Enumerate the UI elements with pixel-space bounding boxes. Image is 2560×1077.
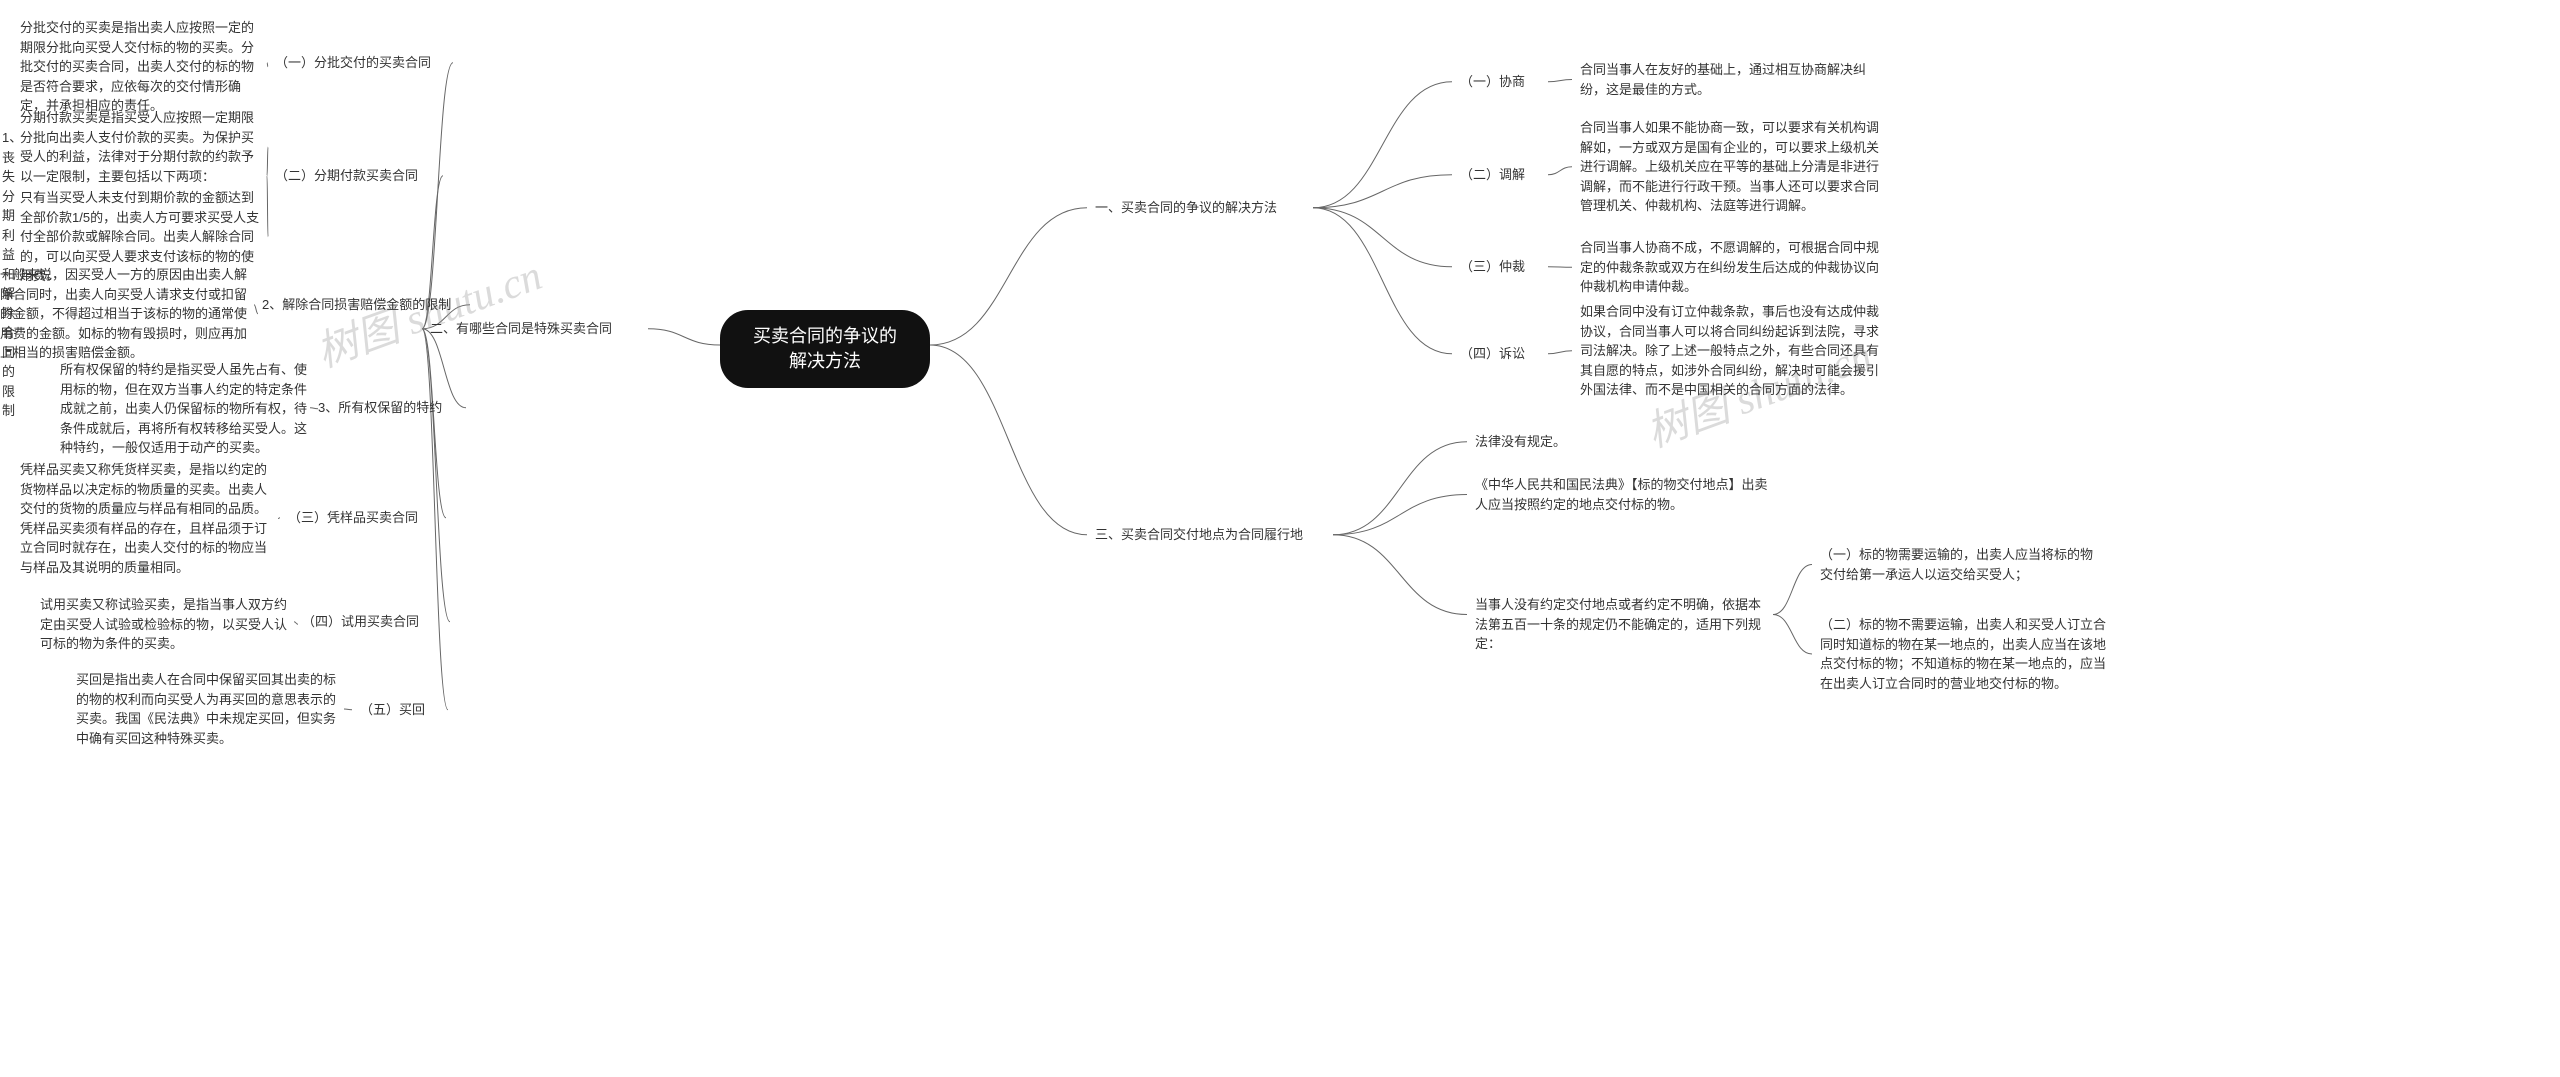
sub-subtopic: （一）标的物需要运输的，出卖人应当将标的物交付给第一承运人以运交给买受人； [1820,545,2100,584]
subtopic: 2、解除合同损害赔偿金额的限制 [262,295,462,315]
subtopic: （二）调解 [1460,165,1540,185]
description: 如果合同中没有订立仲裁条款，事后也没有达成仲裁协议，合同当事人可以将合同纠纷起诉… [1580,302,1880,400]
description: 分批交付的买卖是指出卖人应按照一定的期限分批向买受人交付标的物的买卖。分批交付的… [20,18,260,116]
description: 合同当事人在友好的基础上，通过相互协商解决纠纷，这是最佳的方式。 [1580,60,1870,99]
subtopic: （一）协商 [1460,72,1540,92]
description: 试用买卖又称试验买卖，是指当事人双方约定由买受人试验或检验标的物，以买受人认可标… [40,595,290,654]
subtopic: （三）凭样品买卖合同 [288,508,438,528]
subtopic: （一）分批交付的买卖合同 [275,53,445,73]
subtopic: （二）分期付款买卖合同 [275,166,435,186]
subtopic: 《中华人民共和国民法典》【标的物交付地点】出卖人应当按照约定的地点交付标的物。 [1475,475,1775,514]
subtopic: 3、所有权保留的特约 [318,398,458,418]
central-topic: 买卖合同的争议的解决方法 [720,310,930,388]
description: 所有权保留的特约是指买受人虽先占有、使用标的物，但在双方当事人约定的特定条件成就… [60,360,310,458]
branch-right: 三、买卖合同交付地点为合同履行地 [1095,525,1325,545]
sub-subtopic: 分期付款买卖是指买受人应按照一定期限分批向出卖人支付价款的买卖。为保护买受人的利… [20,108,260,186]
subtopic: （三）仲裁 [1460,257,1540,277]
subtopic: （五）买回 [360,700,440,720]
branch-right: 一、买卖合同的争议的解决方法 [1095,198,1305,218]
description: 合同当事人如果不能协商一致，可以要求有关机构调解如，一方或双方是国有企业的，可以… [1580,118,1880,216]
sub-subtopic: （二）标的物不需要运输，出卖人和买受人订立合同时知道标的物在某一地点的，出卖人应… [1820,615,2110,693]
description: 买回是指出卖人在合同中保留买回其出卖的标的物的权利而向买受人为再买回的意思表示的… [76,670,336,748]
subtopic: 当事人没有约定交付地点或者约定不明确，依据本法第五百一十条的规定仍不能确定的，适… [1475,595,1765,654]
description: 一般来说，因买受人一方的原因由出卖人解除合同时，出卖人向买受人请求支付或扣留的金… [0,265,250,363]
subtopic: 法律没有规定。 [1475,432,1595,452]
subtopic: （四）试用买卖合同 [302,612,442,632]
description: 凭样品买卖又称凭货样买卖，是指以约定的货物样品以决定标的物质量的买卖。出卖人交付… [20,460,270,577]
description: 合同当事人协商不成，不愿调解的，可根据合同中规定的仲裁条款或双方在纠纷发生后达成… [1580,238,1880,297]
subtopic: （四）诉讼 [1460,344,1540,364]
branch-left: 二、有哪些合同是特殊买卖合同 [430,319,640,339]
